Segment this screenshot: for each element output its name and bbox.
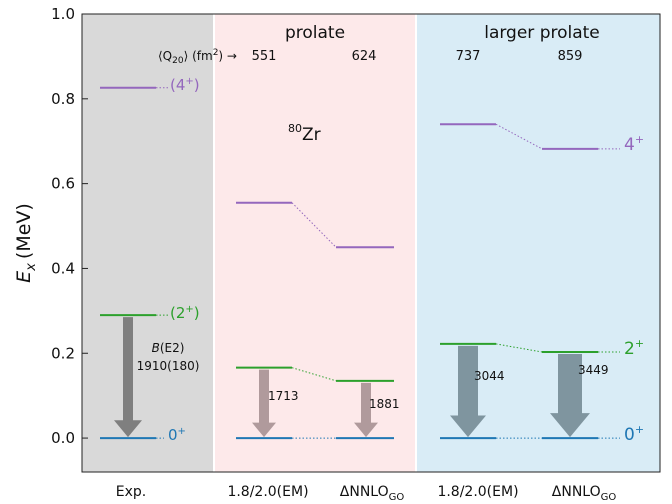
be2-arrow	[450, 345, 486, 438]
level-connector	[291, 367, 337, 382]
level-connector	[495, 343, 543, 353]
x-label-nnlo-larger: ΔNNLOGO	[552, 484, 617, 503]
spin-label-exp-four: (4+)	[170, 76, 200, 94]
be2-title: B(E2)	[152, 341, 185, 355]
be2-arrow	[550, 353, 590, 438]
nucleus-label: 80Zr	[288, 122, 321, 145]
be2-value: 1881	[369, 397, 400, 411]
spin-label-right-zero: 0+	[624, 423, 644, 445]
panel-prolate-background	[214, 14, 416, 472]
be2-value: 3044	[474, 369, 505, 383]
panel-title-prolate: prolate	[285, 23, 345, 43]
y-axis-ticks: 0.0 0.2 0.4 0.6 0.8 1.0	[51, 5, 88, 447]
plot-frame	[81, 13, 661, 473]
panel-larger-prolate-background	[416, 14, 660, 472]
q20-value: 737	[456, 49, 481, 64]
be2-arrows	[114, 317, 590, 438]
be2-value: 1713	[268, 389, 299, 403]
q20-value: 551	[252, 49, 277, 64]
level-connector	[495, 123, 543, 150]
y-tick-label: 0.8	[51, 90, 75, 108]
q20-label: ⟨Q20⟩ (fm2) →	[158, 48, 237, 66]
x-label-exp: Exp.	[116, 484, 146, 500]
y-axis-label: Ex(MeV)	[13, 203, 39, 283]
energy-levels	[100, 86, 598, 440]
be2-value-exp: 1910(180)	[137, 359, 200, 373]
be2-arrow	[252, 369, 276, 438]
be2-value: 3449	[578, 363, 609, 377]
level-connectors	[156, 87, 620, 439]
x-label-em-prolate: 1.8/2.0(EM)	[227, 484, 308, 500]
spin-label-right-four: 4+	[624, 133, 644, 155]
x-label-nnlo-prolate: ΔNNLOGO	[340, 484, 405, 503]
q20-value: 859	[558, 49, 583, 64]
y-tick-label: 0.0	[51, 429, 75, 447]
spin-label-right-two: 2+	[624, 337, 644, 359]
panel-experiment-background	[82, 14, 214, 472]
spin-label-exp-zero: 0+	[168, 426, 186, 444]
x-label-em-larger: 1.8/2.0(EM)	[437, 484, 518, 500]
q20-value: 624	[352, 49, 377, 64]
panel-title-larger-prolate: larger prolate	[484, 23, 600, 43]
be2-arrow	[354, 382, 378, 438]
y-tick-label: 0.2	[51, 344, 75, 362]
y-tick-label: 0.6	[51, 175, 75, 193]
spin-label-exp-two: (2+)	[170, 304, 200, 322]
y-tick-label: 0.4	[51, 259, 75, 277]
be2-arrow	[114, 317, 142, 438]
y-tick-label: 1.0	[51, 5, 75, 23]
